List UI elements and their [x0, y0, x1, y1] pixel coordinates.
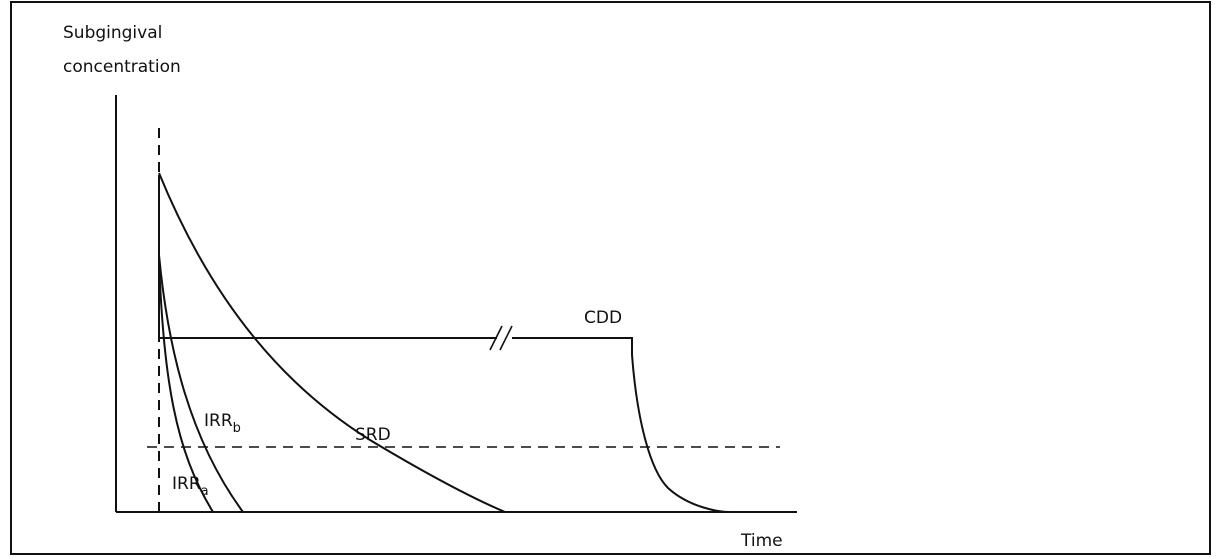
curve-irr-a: [158, 261, 214, 513]
curve-irr-b: [158, 254, 244, 513]
label-cdd: CDD: [584, 308, 622, 328]
y-axis-title-line-2: concentration: [63, 57, 181, 77]
label-irr-b-main: IRR: [204, 411, 233, 431]
x-axis-title: Time: [740, 531, 783, 551]
curve-srd: [158, 172, 506, 513]
label-irr-b-subscript: b: [233, 421, 241, 436]
label-irr-a: IRRa: [172, 474, 209, 499]
cdd-axis-break-marker: [489, 325, 513, 351]
label-irr-b: IRRb: [204, 411, 241, 436]
label-irr-a-main: IRR: [172, 474, 201, 494]
figure-frame: [10, 1, 1211, 555]
label-irr-a-subscript: a: [201, 484, 209, 499]
y-axis-title-line-1: Subgingival: [63, 23, 162, 43]
label-srd: SRD: [355, 425, 391, 445]
curve-cdd: [158, 175, 731, 513]
